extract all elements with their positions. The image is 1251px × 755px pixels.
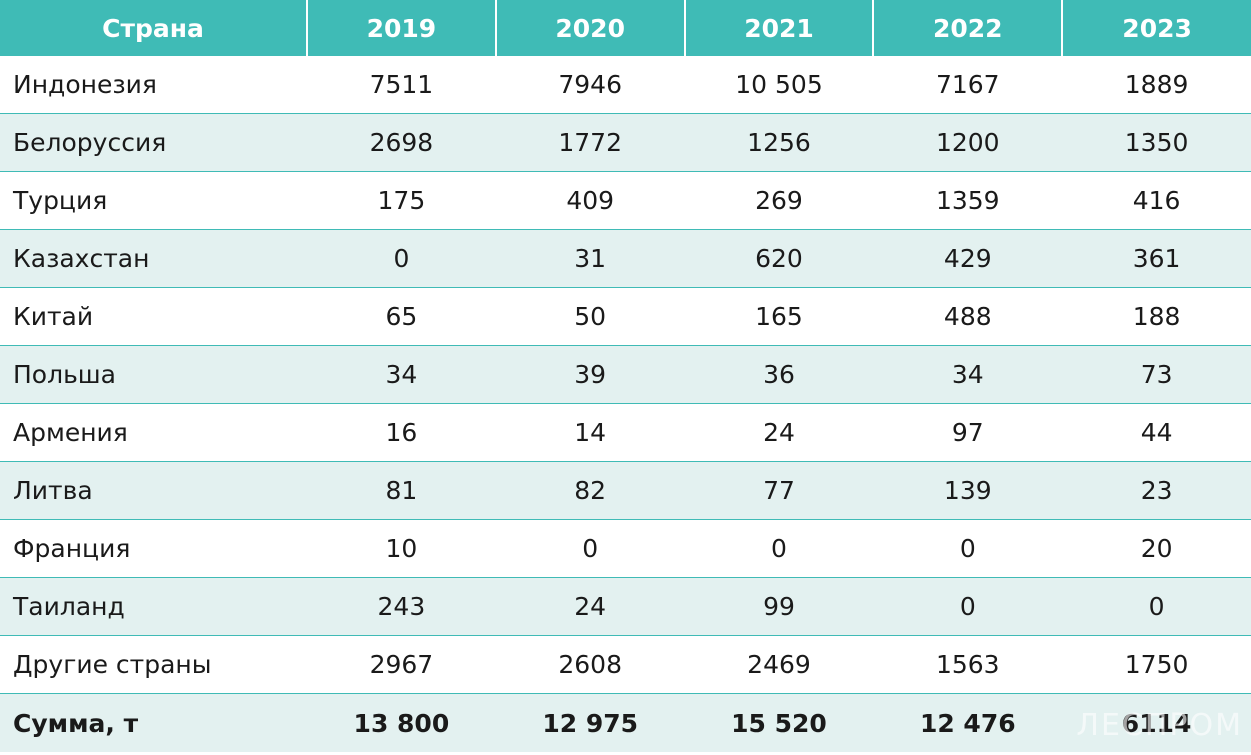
value-cell: 0 (1062, 577, 1251, 636)
value-cell: 361 (1062, 229, 1251, 288)
value-cell: 73 (1062, 345, 1251, 404)
value-cell: 1359 (873, 171, 1063, 230)
value-cell: 409 (495, 171, 685, 230)
country-cell: Китай (0, 287, 307, 346)
table-row: Турция 175 409 269 1359 416 (0, 171, 1251, 230)
total-row: Сумма, т 13 800 12 975 15 520 12 476 6114 (0, 693, 1251, 752)
country-cell: Франция (0, 519, 307, 578)
value-cell: 1200 (873, 113, 1063, 172)
value-cell: 0 (684, 519, 874, 578)
value-cell: 1563 (873, 635, 1063, 694)
value-cell: 0 (873, 577, 1063, 636)
header-country: Страна (0, 0, 307, 56)
table-row: Белоруссия 2698 1772 1256 1200 1350 (0, 113, 1251, 172)
value-cell: 1350 (1062, 113, 1251, 172)
value-cell: 2469 (684, 635, 874, 694)
total-value: 15 520 (684, 693, 874, 752)
value-cell: 1889 (1062, 56, 1251, 114)
table-row: Таиланд 243 24 99 0 0 (0, 577, 1251, 636)
country-cell: Турция (0, 171, 307, 230)
value-cell: 188 (1062, 287, 1251, 346)
country-cell: Польша (0, 345, 307, 404)
value-cell: 24 (495, 577, 685, 636)
total-value: 6114 (1062, 693, 1251, 752)
country-cell: Таиланд (0, 577, 307, 636)
total-value: 13 800 (307, 693, 496, 752)
table-row: Индонезия 7511 7946 10 505 7167 1889 (0, 56, 1251, 114)
value-cell: 34 (307, 345, 496, 404)
value-cell: 0 (307, 229, 496, 288)
value-cell: 82 (495, 461, 685, 520)
value-cell: 0 (495, 519, 685, 578)
table-row: Другие страны 2967 2608 2469 1563 1750 (0, 635, 1251, 694)
value-cell: 139 (873, 461, 1063, 520)
value-cell: 243 (307, 577, 496, 636)
value-cell: 97 (873, 403, 1063, 462)
value-cell: 36 (684, 345, 874, 404)
value-cell: 620 (684, 229, 874, 288)
value-cell: 39 (495, 345, 685, 404)
total-label: Сумма, т (0, 693, 307, 752)
country-cell: Индонезия (0, 56, 307, 114)
header-2022: 2022 (872, 0, 1063, 56)
table-row: Казахстан 0 31 620 429 361 (0, 229, 1251, 288)
value-cell: 429 (873, 229, 1063, 288)
value-cell: 77 (684, 461, 874, 520)
value-cell: 16 (307, 403, 496, 462)
value-cell: 99 (684, 577, 874, 636)
value-cell: 7946 (495, 56, 685, 114)
header-2021: 2021 (683, 0, 874, 56)
table-row: Армения 16 14 24 97 44 (0, 403, 1251, 462)
country-cell: Другие страны (0, 635, 307, 694)
value-cell: 10 (307, 519, 496, 578)
value-cell: 34 (873, 345, 1063, 404)
header-row: Страна 2019 2020 2021 2022 2023 (0, 0, 1251, 56)
header-2020: 2020 (494, 0, 685, 56)
total-value: 12 975 (495, 693, 685, 752)
watermark-logo: ЛЕСПРОМ (1076, 708, 1243, 743)
value-cell: 14 (495, 403, 685, 462)
total-value: 12 476 (873, 693, 1063, 752)
value-cell: 44 (1062, 403, 1251, 462)
country-cell: Белоруссия (0, 113, 307, 172)
table-row: Франция 10 0 0 0 20 (0, 519, 1251, 578)
value-cell: 2698 (307, 113, 496, 172)
value-cell: 0 (873, 519, 1063, 578)
table-row: Литва 81 82 77 139 23 (0, 461, 1251, 520)
value-cell: 165 (684, 287, 874, 346)
value-cell: 7511 (307, 56, 496, 114)
table-row: Китай 65 50 165 488 188 (0, 287, 1251, 346)
table-row: Польша 34 39 36 34 73 (0, 345, 1251, 404)
value-cell: 2967 (307, 635, 496, 694)
value-cell: 24 (684, 403, 874, 462)
value-cell: 269 (684, 171, 874, 230)
value-cell: 7167 (873, 56, 1063, 114)
value-cell: 1256 (684, 113, 874, 172)
header-2023: 2023 (1061, 0, 1251, 56)
header-2019: 2019 (306, 0, 496, 56)
table-body: Индонезия 7511 7946 10 505 7167 1889 Белорусси… (0, 56, 1251, 752)
country-cell: Литва (0, 461, 307, 520)
value-cell: 2608 (495, 635, 685, 694)
value-cell: 488 (873, 287, 1063, 346)
value-cell: 20 (1062, 519, 1251, 578)
value-cell: 23 (1062, 461, 1251, 520)
country-cell: Армения (0, 403, 307, 462)
country-cell: Казахстан (0, 229, 307, 288)
value-cell: 175 (307, 171, 496, 230)
value-cell: 50 (495, 287, 685, 346)
value-cell: 1750 (1062, 635, 1251, 694)
value-cell: 1772 (495, 113, 685, 172)
value-cell: 10 505 (684, 56, 874, 114)
value-cell: 31 (495, 229, 685, 288)
value-cell: 65 (307, 287, 496, 346)
value-cell: 81 (307, 461, 496, 520)
value-cell: 416 (1062, 171, 1251, 230)
